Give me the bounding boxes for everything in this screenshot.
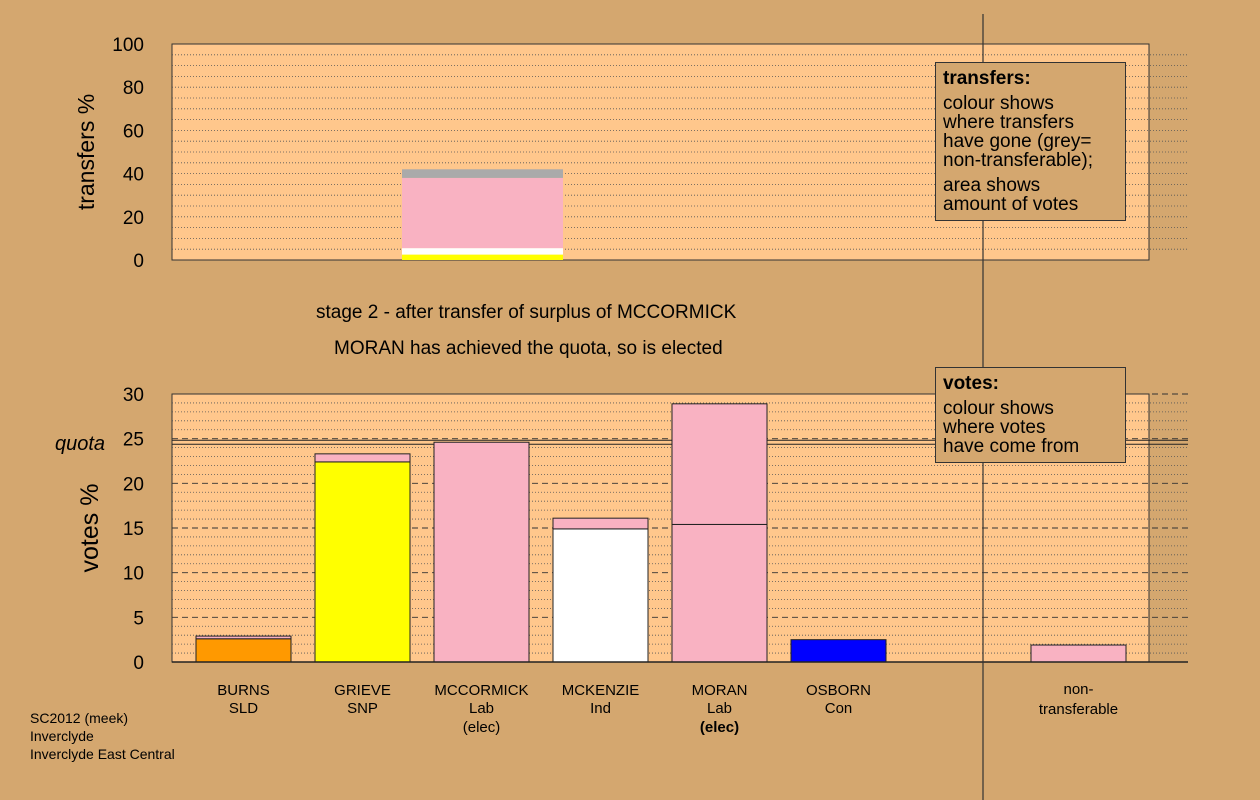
- vote-bar-segment: [314, 461, 411, 663]
- candidate-party-label: Ind: [590, 700, 611, 717]
- candidate-elected-label: (elec): [463, 719, 501, 736]
- votes-tick-label: 30: [123, 385, 144, 406]
- transfers-tick-label: 20: [123, 208, 144, 229]
- votes-tick-label: 25: [123, 430, 144, 451]
- transfers-legend-text-colour: colour shows where transfers have gone (…: [943, 93, 1093, 171]
- footer-council: Inverclyde: [30, 728, 94, 744]
- vote-bar-segment: [552, 517, 649, 530]
- votes-tick-label: 5: [133, 608, 144, 629]
- quota-label: quota: [55, 433, 105, 455]
- candidate-name-label: OSBORN: [806, 682, 871, 699]
- transfer-bar-segment: [402, 248, 563, 255]
- vote-bar-segment: [671, 403, 768, 525]
- transfers-tick-label: 40: [123, 165, 144, 186]
- candidate-name-label: MCKENZIE: [562, 682, 640, 699]
- votes-legend-box: votes: colour shows where votes have com…: [935, 367, 1126, 463]
- footer-ward: Inverclyde East Central: [30, 746, 175, 762]
- candidate-name-label: MCCORMICK: [434, 682, 528, 699]
- candidate-name-label: GRIEVE: [334, 682, 391, 699]
- votes-legend-heading: votes:: [943, 373, 999, 394]
- candidate-party-label: Lab: [469, 700, 494, 717]
- transfers-tick-label: 80: [123, 78, 144, 99]
- footer: SC2012 (meek) Inverclyde Inverclyde East…: [30, 709, 175, 763]
- footer-election: SC2012 (meek): [30, 710, 129, 726]
- candidate-party-label: SNP: [347, 700, 378, 717]
- votes-legend-text: colour shows where votes have come from: [943, 398, 1080, 457]
- vote-bar-segment: [790, 639, 887, 663]
- vote-bar-segment: [195, 638, 292, 663]
- transfers-legend-heading: transfers:: [943, 68, 1031, 89]
- transfers-legend-box: transfers: colour shows where transfers …: [935, 62, 1126, 221]
- candidate-elected-label: (elec): [700, 719, 739, 736]
- transfer-bar-segment: [402, 177, 563, 249]
- transfer-bar-segment: [402, 169, 563, 178]
- vote-bar-segment: [195, 635, 292, 640]
- stage-caption: stage 2 - after transfer of surplus of M…: [316, 302, 737, 323]
- votes-tick-label: 10: [123, 564, 144, 585]
- vote-bar-segment: [671, 523, 768, 663]
- candidate-party-label: Con: [825, 700, 853, 717]
- transfers-tick-label: 0: [133, 251, 144, 272]
- transfers-legend-text-area: area shows amount of votes: [943, 175, 1079, 215]
- transfers-y-label: transfers %: [73, 94, 99, 210]
- votes-tick-label: 20: [123, 474, 144, 495]
- votes-y-label: votes %: [76, 484, 104, 573]
- transfer-bar-segment: [402, 254, 563, 260]
- result-caption: MORAN has achieved the quota, so is elec…: [334, 338, 723, 359]
- transfers-tick-label: 100: [112, 35, 144, 56]
- candidate-name-label: MORAN: [692, 682, 748, 699]
- vote-bar-segment: [552, 528, 649, 663]
- candidate-party-label: Lab: [707, 700, 732, 717]
- votes-tick-label: 0: [133, 653, 144, 674]
- candidate-party-label: transferable: [1039, 701, 1118, 718]
- candidate-name-label: BURNS: [217, 682, 270, 699]
- candidate-name-label: non-: [1063, 681, 1093, 698]
- transfers-tick-label: 60: [123, 121, 144, 142]
- vote-bar-segment: [1030, 644, 1127, 663]
- vote-bar-segment: [314, 453, 411, 463]
- candidate-party-label: SLD: [229, 700, 258, 717]
- vote-bar-segment: [433, 441, 530, 663]
- votes-tick-label: 15: [123, 519, 144, 540]
